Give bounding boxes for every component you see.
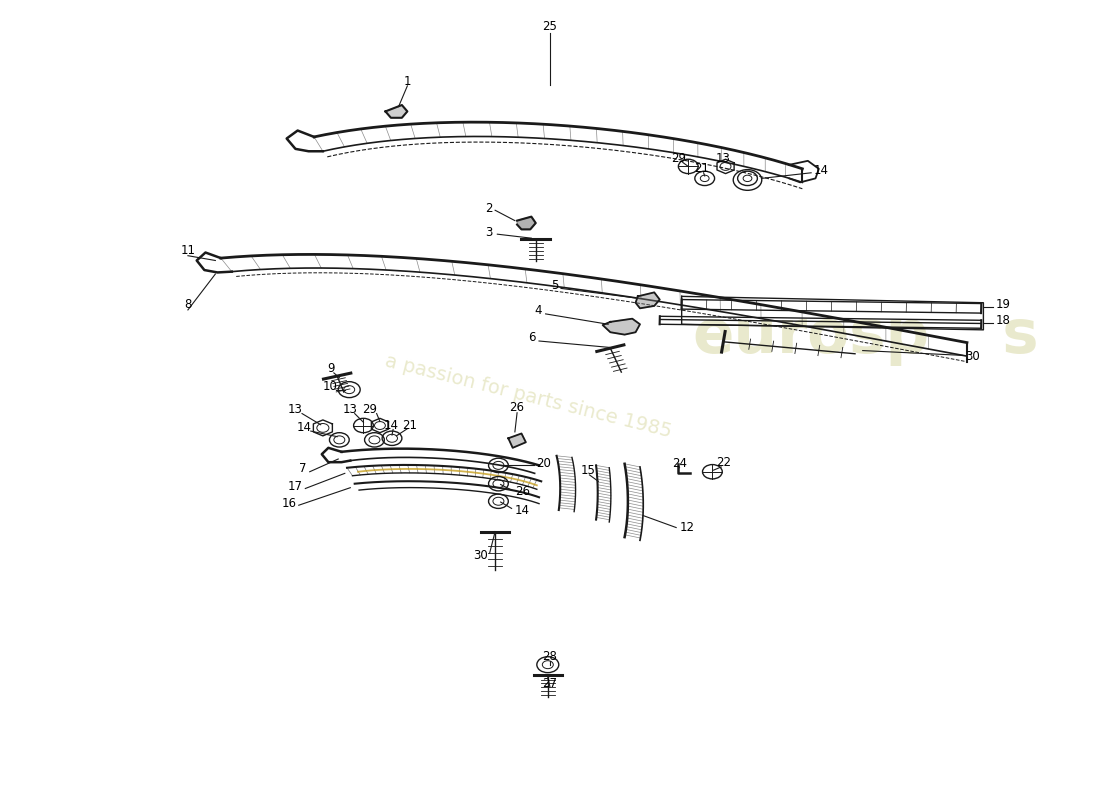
Text: 25: 25 bbox=[542, 21, 558, 34]
Text: 14: 14 bbox=[515, 503, 530, 517]
Text: 3: 3 bbox=[485, 226, 493, 239]
Text: 14: 14 bbox=[297, 421, 311, 434]
Text: a passion for parts since 1985: a passion for parts since 1985 bbox=[383, 351, 673, 441]
Text: 27: 27 bbox=[542, 677, 558, 690]
Text: 14: 14 bbox=[384, 419, 398, 432]
Text: 28: 28 bbox=[542, 650, 558, 663]
Text: 30: 30 bbox=[965, 350, 979, 362]
Text: 21: 21 bbox=[403, 419, 417, 432]
Polygon shape bbox=[385, 105, 407, 118]
Text: 20: 20 bbox=[536, 458, 551, 470]
Text: 8: 8 bbox=[184, 298, 191, 311]
Text: 13: 13 bbox=[288, 403, 302, 416]
Text: 10: 10 bbox=[323, 380, 338, 393]
Text: 17: 17 bbox=[288, 479, 302, 493]
Polygon shape bbox=[636, 292, 660, 308]
Text: 6: 6 bbox=[528, 331, 536, 344]
Text: 30: 30 bbox=[473, 549, 488, 562]
Text: 13: 13 bbox=[716, 152, 730, 165]
Text: 2: 2 bbox=[485, 202, 493, 215]
Text: 14: 14 bbox=[813, 164, 828, 177]
Text: 18: 18 bbox=[996, 314, 1010, 326]
Text: 7: 7 bbox=[299, 462, 307, 475]
Text: 19: 19 bbox=[996, 298, 1011, 311]
Text: 24: 24 bbox=[672, 458, 688, 470]
Polygon shape bbox=[517, 217, 536, 230]
Text: 1: 1 bbox=[404, 74, 411, 88]
Polygon shape bbox=[603, 318, 640, 334]
Text: 12: 12 bbox=[680, 521, 694, 534]
Text: 29: 29 bbox=[671, 152, 686, 165]
Text: 29: 29 bbox=[363, 403, 377, 416]
Text: 26: 26 bbox=[515, 485, 530, 498]
Text: 4: 4 bbox=[535, 304, 542, 318]
Text: 13: 13 bbox=[343, 403, 358, 416]
Text: 21: 21 bbox=[694, 162, 708, 175]
Text: s: s bbox=[895, 306, 1038, 366]
Text: eurosp: eurosp bbox=[693, 306, 930, 366]
Text: 16: 16 bbox=[282, 497, 296, 510]
Text: 11: 11 bbox=[180, 244, 196, 257]
Text: 9: 9 bbox=[327, 362, 334, 374]
Polygon shape bbox=[508, 434, 526, 448]
Text: 5: 5 bbox=[551, 279, 559, 293]
Text: 15: 15 bbox=[581, 464, 596, 477]
Text: 22: 22 bbox=[716, 456, 730, 469]
Text: 26: 26 bbox=[509, 402, 525, 414]
